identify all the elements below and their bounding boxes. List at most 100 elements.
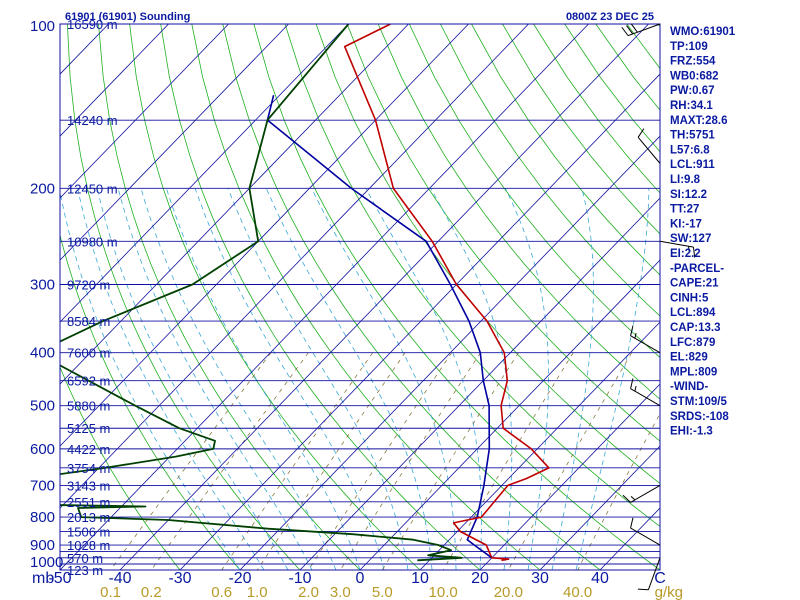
height-label: 7600 m [67, 346, 110, 361]
index-item: SW:127 [670, 233, 711, 245]
height-label: 5880 m [67, 399, 110, 414]
height-label: 10980 m [67, 234, 118, 249]
mixing-ratio-tick-label: 2.0 [298, 584, 319, 600]
isotherm [359, 259, 660, 570]
height-label: 3754 m [67, 461, 110, 476]
isotherm [60, 24, 169, 137]
mixing-ratio-tick-label: 3.0 [330, 584, 351, 600]
pressure-unit-label: mb [32, 570, 54, 587]
height-label: 12450 m [67, 181, 118, 196]
pressure-tick-label: 700 [30, 477, 55, 494]
index-item: FRZ:554 [670, 56, 716, 68]
isotherm [419, 321, 660, 570]
height-label: 2013 m [67, 510, 110, 525]
moist-adiabat [551, 188, 594, 570]
temperature-profile [343, 24, 550, 562]
height-label: 8584 m [67, 314, 110, 329]
index-item: KI:-17 [670, 218, 702, 230]
pressure-tick-label: 800 [30, 509, 55, 526]
wind-barb [630, 325, 661, 354]
height-label: 1028 m [67, 538, 110, 553]
mixing-ratio-tick-label: 10.0 [429, 584, 458, 600]
pressure-tick-label: 400 [30, 345, 55, 362]
mixing-ratio-tick-label: 40.0 [563, 584, 592, 600]
temperature-tick-label: -40 [108, 570, 131, 587]
index-item: LCL:911 [670, 159, 715, 171]
isotherm [539, 445, 660, 570]
height-label: 6592 m [67, 374, 110, 389]
temperature-tick-label: 0 [356, 570, 365, 587]
pressure-tick-label: 100 [30, 18, 55, 35]
pressure-tick-label: 300 [30, 277, 55, 294]
temperature-tick-label: -10 [288, 570, 311, 587]
height-label: 16590 m [67, 17, 118, 32]
isotherm [60, 24, 469, 447]
isotherm [60, 24, 349, 323]
wind-barb [659, 240, 696, 258]
index-item: -WIND- [670, 381, 708, 393]
height-label: 570 m [67, 551, 103, 566]
index-item: LCL:894 [670, 307, 716, 319]
height-label: 123 m [67, 563, 103, 578]
temperature-tick-label: -50 [48, 570, 71, 587]
mixing-ratio-tick-label: 5.0 [372, 584, 393, 600]
pressure-tick-label: 500 [30, 398, 55, 415]
index-item: RH:34.1 [670, 100, 713, 112]
wind-barb [637, 128, 661, 164]
wind-barb [621, 23, 661, 37]
index-item: TH:5751 [670, 130, 715, 142]
station-title: 61901 (61901) Sounding [65, 11, 190, 23]
isotherm [60, 24, 289, 261]
index-item: PW:0.67 [670, 85, 715, 97]
temperature-tick-label: -20 [228, 570, 251, 587]
index-item: TP:109 [670, 41, 708, 53]
mixing-ratio-tick-label: 0.2 [141, 584, 162, 600]
temperature-tick-label: 20 [471, 570, 489, 587]
isotherm [239, 135, 660, 570]
index-item: CAP:13.3 [670, 322, 721, 334]
isotherm [179, 73, 660, 570]
index-item: WMO:61901 [670, 26, 736, 38]
temperature-tick-label: -30 [168, 570, 191, 587]
height-label: 1506 m [67, 524, 110, 539]
mixing-ratio-tick-label: 0.1 [100, 584, 121, 600]
index-item: WB0:682 [670, 70, 719, 82]
pressure-tick-label: 1000 [30, 554, 63, 571]
index-item: CINH:5 [670, 292, 709, 304]
isotherm [60, 24, 409, 385]
index-item: EHI:-1.3 [670, 426, 713, 438]
mixing-ratio-unit-label: g/kg [655, 584, 683, 600]
temperature-tick-label: 30 [531, 570, 549, 587]
isotherm [60, 24, 589, 570]
parcel-trace [266, 95, 493, 559]
moist-adiabat [505, 188, 549, 570]
height-label: 9720 m [67, 278, 110, 293]
height-label: 3143 m [67, 478, 110, 493]
index-item: EI:2.2 [670, 248, 701, 260]
height-label: 14240 m [67, 113, 118, 128]
profile-curves [60, 24, 550, 562]
index-item: MPL:809 [670, 366, 717, 378]
pressure-tick-label: 200 [30, 180, 55, 197]
wind-barb [630, 517, 661, 546]
wind-barb [637, 557, 661, 591]
index-item: TT:27 [670, 204, 699, 216]
height-label: 5125 m [67, 421, 110, 436]
index-item: EL:829 [670, 352, 708, 364]
moist-adiabat [117, 188, 313, 570]
index-item: MAXT:28.6 [670, 115, 728, 127]
pressure-tick-label: 600 [30, 441, 55, 458]
isotherm [60, 24, 229, 199]
pressure-tick-label: 900 [30, 537, 55, 554]
dewpoint-profile [60, 24, 463, 562]
index-item: L57:6.8 [670, 144, 710, 156]
moist-adiabat [265, 188, 433, 570]
isotherm [60, 24, 529, 509]
isotherm [299, 197, 660, 570]
index-item: STM:109/5 [670, 396, 727, 408]
mixing-ratio-tick-label: 1.0 [247, 584, 268, 600]
index-item: CAPE:21 [670, 278, 719, 290]
